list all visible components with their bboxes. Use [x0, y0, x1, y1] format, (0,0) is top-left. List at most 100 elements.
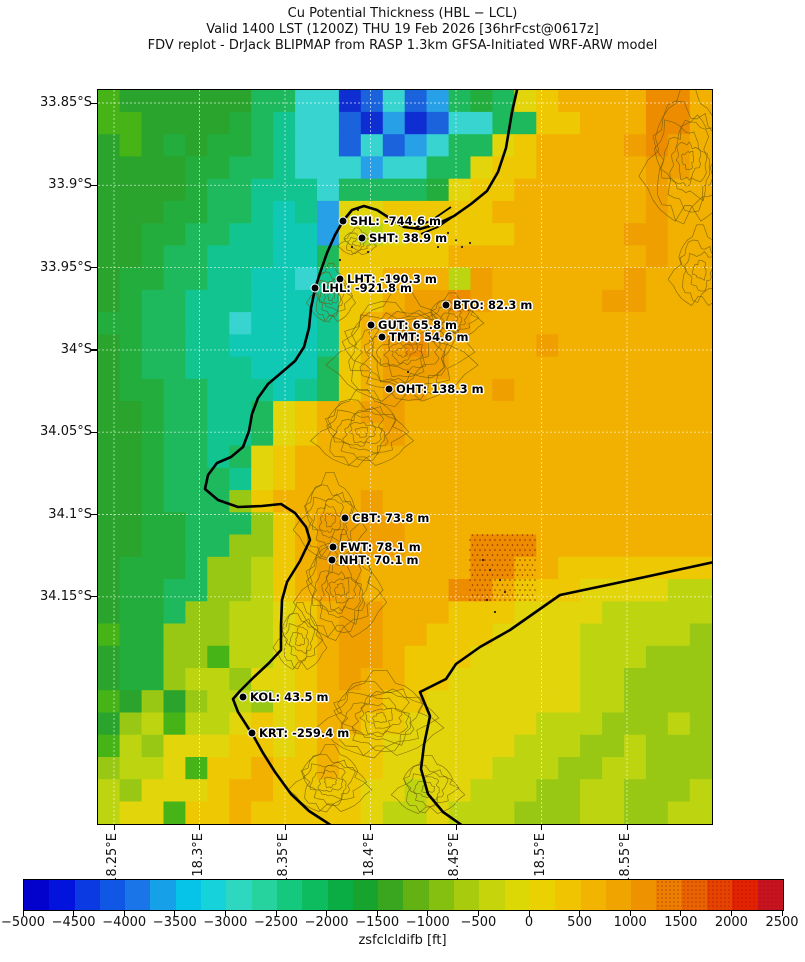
- raster-cell: [579, 600, 603, 624]
- raster-cell: [557, 422, 581, 446]
- raster-cell: [141, 378, 164, 402]
- stipple-dot: [476, 533, 478, 536]
- stipple-dot: [528, 538, 531, 541]
- raster-cell: [513, 378, 537, 402]
- raster-cell: [250, 156, 274, 179]
- raster-cell: [623, 356, 647, 380]
- map-raster-canvas: [97, 89, 712, 824]
- colorbar-tick-label: 500: [567, 915, 593, 930]
- raster-cell: [448, 489, 471, 513]
- raster-cell: [360, 712, 383, 735]
- stipple-dot: [511, 593, 513, 596]
- raster-cell: [382, 778, 405, 802]
- colorbar-segment: [226, 880, 252, 910]
- y-tick-mark: [91, 514, 97, 516]
- raster-cell: [163, 667, 186, 691]
- raster-cell: [206, 200, 230, 224]
- stipple-dot: [503, 548, 506, 551]
- colorbar-segment: [276, 880, 303, 910]
- stipple-dot: [528, 558, 531, 561]
- raster-cell: [250, 422, 274, 446]
- x-tick-mark: [113, 824, 115, 830]
- raster-cell: [689, 289, 712, 313]
- stipple-dot: [533, 588, 536, 591]
- stipple-dot: [518, 558, 521, 561]
- raster-cell: [163, 356, 186, 380]
- raster-cell: [426, 245, 449, 268]
- raster-cell: [206, 734, 230, 758]
- raster-cell: [338, 111, 362, 135]
- stipple-dot: [503, 568, 506, 571]
- raster-cell: [645, 645, 669, 669]
- stipple-dot: [521, 593, 523, 596]
- raster-cell: [426, 578, 449, 602]
- raster-cell: [579, 556, 603, 580]
- raster-cell: [97, 133, 120, 157]
- stipple-dot: [491, 543, 493, 546]
- raster-cell: [163, 801, 186, 824]
- raster-cell: [470, 222, 493, 246]
- stipple-dot: [496, 563, 498, 566]
- raster-cell: [535, 712, 559, 735]
- raster-cell: [426, 801, 449, 824]
- raster-cell: [579, 156, 603, 179]
- raster-cell: [667, 156, 690, 179]
- raster-cell: [272, 245, 296, 268]
- raster-cell: [579, 400, 603, 424]
- raster-cell: [141, 534, 164, 557]
- raster-cell: [492, 400, 515, 424]
- terrain-contour-line: [375, 330, 426, 371]
- raster-cell: [185, 801, 208, 824]
- raster-cell: [426, 311, 449, 335]
- raster-cell: [141, 712, 164, 735]
- raster-cell: [645, 734, 669, 758]
- colorbar-segment: [479, 880, 505, 910]
- raster-cell: [557, 623, 581, 646]
- colorbar-segment: [403, 880, 429, 910]
- stipple-dot: [513, 538, 516, 541]
- raster-cell: [513, 89, 537, 113]
- raster-cell: [667, 200, 690, 224]
- raster-cell: [470, 467, 493, 491]
- raster-cell: [272, 89, 296, 113]
- terrain-contour-line: [413, 775, 440, 801]
- raster-cell: [316, 422, 340, 446]
- raster-cell: [557, 578, 581, 602]
- raster-cell: [689, 689, 712, 713]
- raster-cell: [272, 289, 296, 313]
- raster-cell: [360, 334, 383, 357]
- coastline: [418, 560, 712, 824]
- raster-cell: [404, 645, 427, 669]
- terrain-contour-line: [363, 707, 393, 729]
- x-tick-mark: [284, 824, 286, 830]
- raster-cell: [404, 89, 427, 113]
- raster-cell: [470, 178, 493, 202]
- stipple-dot: [503, 598, 506, 601]
- terrain-contour-line: [691, 259, 707, 281]
- raster-cell: [141, 756, 164, 780]
- raster-cell: [513, 667, 537, 691]
- stipple-dot: [481, 573, 483, 576]
- stipple-dot: [501, 583, 503, 586]
- raster-cell: [535, 400, 559, 424]
- raster-cell: [470, 534, 493, 557]
- raster-cell: [185, 400, 208, 424]
- raster-cell: [185, 645, 208, 669]
- raster-cell: [163, 111, 186, 135]
- raster-cell: [185, 489, 208, 513]
- raster-cell: [141, 111, 164, 135]
- raster-cell: [382, 667, 405, 691]
- raster-cell: [601, 311, 625, 335]
- raster-cell: [228, 511, 252, 535]
- raster-cell: [689, 156, 712, 179]
- colorbar-tick-label: 0: [524, 915, 534, 930]
- raster-cell: [513, 600, 537, 624]
- raster-cell: [250, 578, 274, 602]
- raster-cell: [141, 600, 164, 624]
- raster-cell: [579, 133, 603, 157]
- raster-cell: [426, 600, 449, 624]
- raster-cell: [250, 200, 274, 224]
- raster-cell: [360, 734, 383, 758]
- raster-cell: [667, 222, 690, 246]
